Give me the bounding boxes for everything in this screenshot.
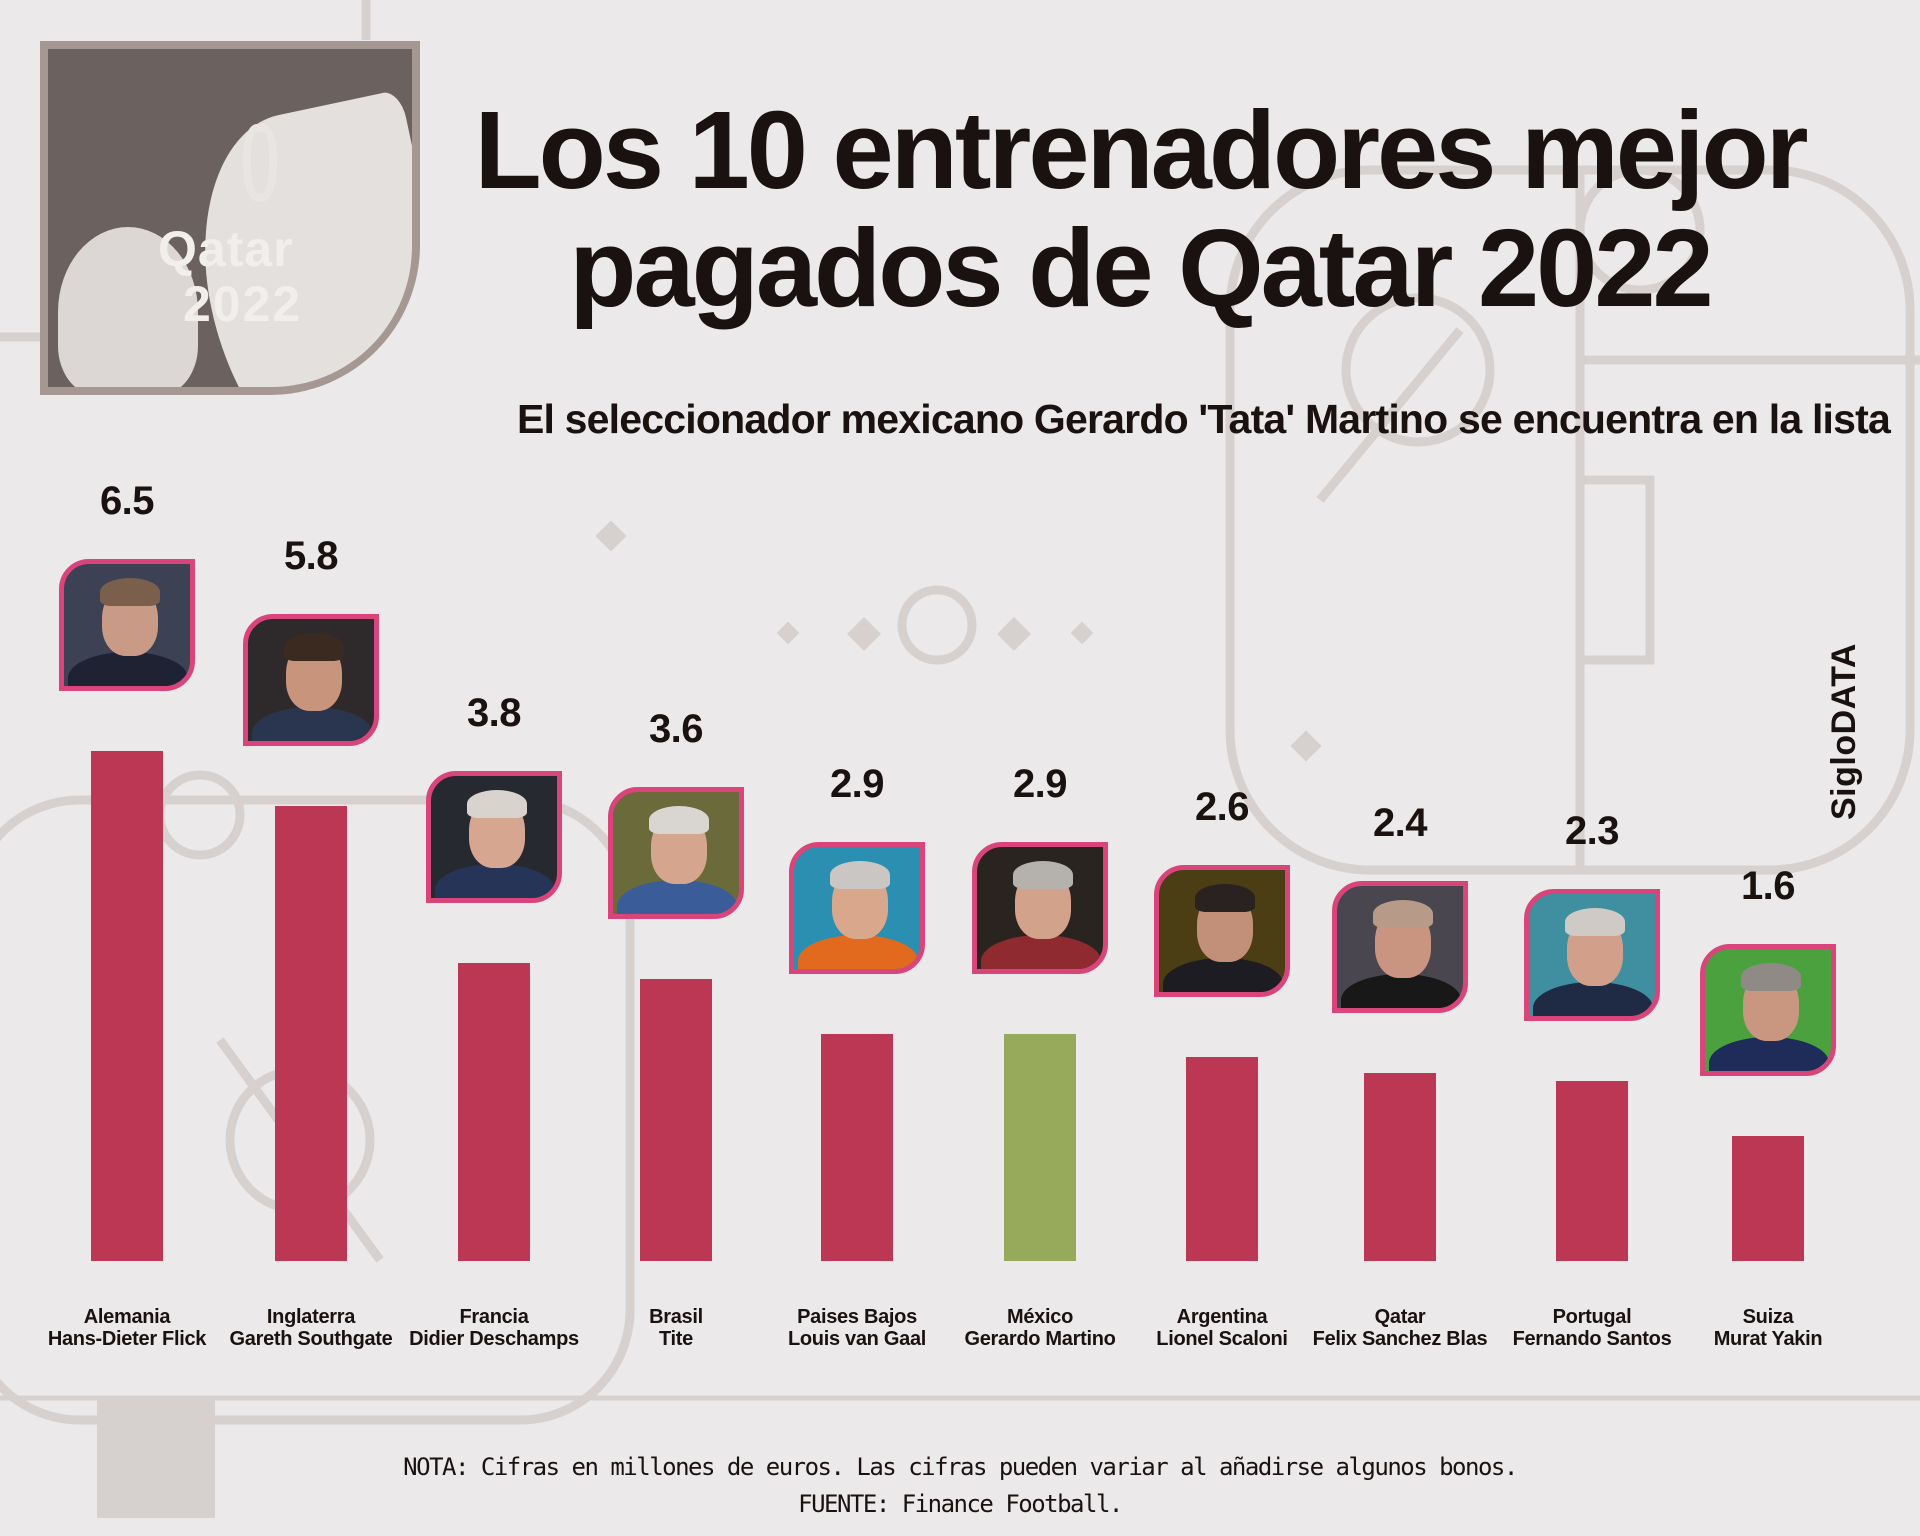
- coach-photo-torso: [252, 707, 372, 742]
- category-label: Brasil Tite: [556, 1306, 796, 1350]
- category-label: Portugal Fernando Santos: [1472, 1306, 1712, 1350]
- coach-photo-hair: [1195, 884, 1255, 913]
- value-label: 1.6: [1740, 863, 1796, 908]
- bar-paises-bajos: [821, 1033, 893, 1261]
- category-coach: Hans-Dieter Flick: [47, 1328, 207, 1350]
- coach-photo-torso: [435, 864, 555, 899]
- coach-photo-hair: [649, 805, 709, 834]
- bar-méxico: [1004, 1033, 1076, 1261]
- category-label: Suiza Murat Yakin: [1648, 1306, 1888, 1350]
- category-coach: Didier Deschamps: [409, 1328, 579, 1350]
- coach-photo-hair: [467, 790, 527, 819]
- coach-photo-torso: [1163, 958, 1283, 993]
- coach-photo-hair: [1565, 907, 1625, 936]
- category-country: Inglaterra: [266, 1306, 356, 1328]
- logo-panel: Qatar 2022: [48, 49, 412, 387]
- logo-year: 2022: [183, 276, 303, 332]
- footer-source: FUENTE: Finance Football.: [798, 1490, 1123, 1518]
- owl-mascot-icon: [58, 227, 198, 387]
- category-coach: Tite: [659, 1328, 693, 1350]
- category-country: Brasil: [649, 1306, 703, 1328]
- bar-francia: [458, 963, 530, 1261]
- category-coach: Gerardo Martino: [964, 1328, 1116, 1350]
- qatar-2022-logo: Qatar 2022: [40, 41, 420, 395]
- category-country: Portugal: [1552, 1306, 1632, 1328]
- coach-photo-hair: [1013, 860, 1073, 889]
- bar-brasil: [640, 978, 712, 1261]
- bar-argentina: [1186, 1057, 1258, 1261]
- category-label: México Gerardo Martino: [920, 1306, 1160, 1350]
- subtitle: El seleccionador mexicano Gerardo 'Tata'…: [516, 396, 1891, 442]
- coach-photo-hair: [284, 633, 344, 662]
- value-label: 2.6: [1194, 785, 1250, 830]
- category-label: Paises Bajos Louis van Gaal: [737, 1306, 977, 1350]
- bar-portugal: [1556, 1080, 1628, 1261]
- coach-photo-hair: [830, 860, 890, 889]
- category-country: Francia: [459, 1306, 529, 1328]
- category-country: Alemania: [83, 1306, 171, 1328]
- category-coach: Fernando Santos: [1512, 1328, 1672, 1350]
- title-line-2: pagados de Qatar 2022: [569, 207, 1713, 330]
- world-cup-emblem-icon: [243, 124, 277, 202]
- logo-wordmark: Qatar: [158, 221, 294, 277]
- bar-qatar: [1364, 1072, 1436, 1261]
- value-label: 3.6: [648, 706, 704, 751]
- coach-photo-torso: [1533, 981, 1653, 1016]
- coach-photo-hair: [100, 578, 160, 607]
- category-coach: Felix Sanchez Blas: [1312, 1328, 1488, 1350]
- coach-photo: [789, 841, 925, 974]
- category-country: Suiza: [1742, 1306, 1794, 1328]
- category-country: Qatar: [1374, 1306, 1426, 1328]
- category-country: Paises Bajos: [797, 1306, 917, 1328]
- value-label: 2.9: [829, 761, 885, 806]
- value-label: 2.3: [1564, 808, 1620, 853]
- coach-photo: [1700, 943, 1836, 1076]
- category-label: Inglaterra Gareth Southgate: [191, 1306, 431, 1350]
- value-label: 5.8: [283, 534, 339, 579]
- coach-photo: [1524, 888, 1660, 1021]
- coach-photo: [1154, 865, 1290, 998]
- category-country: Argentina: [1176, 1306, 1268, 1328]
- coach-photo-torso: [1709, 1036, 1829, 1071]
- value-label: 3.8: [466, 691, 522, 736]
- coach-photo: [59, 559, 195, 692]
- coach-photo-torso: [798, 934, 918, 969]
- coach-photo-hair: [1373, 899, 1433, 928]
- title-line-1: Los 10 entrenadores mejor: [474, 89, 1808, 212]
- coach-photo-torso: [981, 934, 1101, 969]
- footer-note: NOTA: Cifras en millones de euros. Las c…: [403, 1453, 1518, 1481]
- category-coach: Murat Yakin: [1713, 1328, 1823, 1350]
- category-label: Alemania Hans-Dieter Flick: [7, 1306, 247, 1350]
- page-title: Los 10 entrenadores mejor pagados de Qat…: [430, 92, 1850, 328]
- value-label: 6.5: [99, 479, 155, 524]
- category-label: Argentina Lionel Scaloni: [1102, 1306, 1342, 1350]
- coach-photo: [608, 786, 744, 919]
- bar-alemania: [91, 751, 163, 1261]
- bar-suiza: [1732, 1135, 1804, 1261]
- coach-photo: [426, 771, 562, 904]
- coach-photo-torso: [617, 879, 737, 914]
- value-label: 2.4: [1372, 800, 1428, 845]
- category-label: Qatar Felix Sanchez Blas: [1280, 1306, 1520, 1350]
- category-label: Francia Didier Deschamps: [374, 1306, 614, 1350]
- coach-photo: [1332, 880, 1468, 1013]
- coach-photo: [972, 841, 1108, 974]
- category-country: México: [1006, 1306, 1073, 1328]
- value-label: 2.9: [1012, 761, 1068, 806]
- coach-photo: [243, 614, 379, 747]
- coach-photo-torso: [1341, 973, 1461, 1008]
- coach-photo-torso: [68, 652, 188, 687]
- category-coach: Gareth Southgate: [229, 1328, 393, 1350]
- bar-inglaterra: [275, 806, 347, 1261]
- coach-photo-hair: [1741, 962, 1801, 991]
- category-coach: Lionel Scaloni: [1156, 1328, 1288, 1350]
- category-coach: Louis van Gaal: [787, 1328, 927, 1350]
